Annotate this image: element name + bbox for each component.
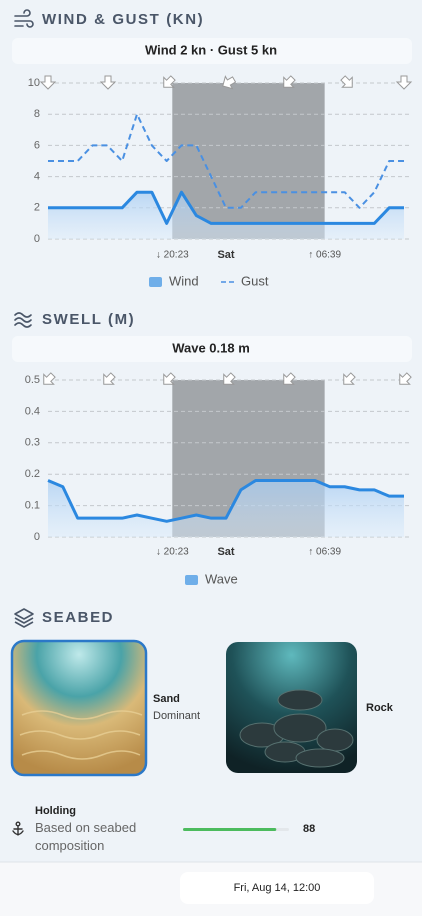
y-tick-label: 0.4	[25, 405, 40, 417]
arrow-shape	[223, 372, 236, 385]
arrow-shape	[399, 372, 412, 385]
arrow-shape	[283, 75, 296, 88]
arrow-shape	[222, 75, 237, 90]
wind-icon	[14, 9, 34, 28]
section-title: SWELL (M)	[42, 311, 135, 328]
y-tick-label: 10	[28, 77, 40, 89]
y-tick-label: 0.2	[25, 468, 40, 480]
y-tick-label: 0.5	[25, 374, 40, 386]
y-tick-label: 0.1	[25, 500, 40, 512]
direction-arrow	[99, 75, 117, 90]
direction-arrow	[163, 372, 176, 385]
footer-date: Fri, Aug 14, 12:00	[234, 882, 321, 894]
section-title: SEABED	[42, 609, 114, 626]
direction-arrow	[223, 372, 236, 385]
x-tick-label: ↓ 20:23	[156, 250, 189, 261]
direction-arrow	[43, 372, 56, 385]
summary-box	[12, 38, 412, 64]
direction-arrow	[395, 75, 413, 90]
holding-bar	[183, 828, 277, 831]
direction-arrow	[283, 372, 296, 385]
arrow-shape	[340, 75, 353, 88]
date-pill[interactable]	[180, 872, 374, 904]
direction-arrow	[222, 75, 237, 90]
legend-swatch	[149, 277, 162, 287]
night-shade	[172, 83, 325, 239]
summary-box	[12, 336, 412, 362]
direction-arrow	[343, 372, 356, 385]
legend-label: Wind	[169, 273, 199, 288]
y-tick-label: 4	[34, 171, 40, 183]
arrow-shape	[163, 75, 176, 88]
seabed-name: Sand	[153, 693, 180, 705]
arrow-shape	[395, 75, 413, 90]
sand-image[interactable]	[10, 639, 148, 777]
sand-ripples	[19, 710, 143, 760]
x-tick-label: Sat	[217, 546, 234, 558]
legend-label: Wave	[205, 571, 238, 586]
direction-arrow	[163, 75, 176, 88]
x-tick-label: ↑ 06:39	[308, 250, 341, 261]
y-tick-label: 0	[34, 531, 40, 543]
y-tick-label: 6	[34, 139, 40, 151]
layers-icon	[14, 608, 34, 628]
area	[48, 192, 404, 239]
x-tick-label: ↓ 20:23	[156, 547, 189, 558]
arrow-shape	[163, 372, 176, 385]
direction-arrow	[283, 75, 296, 88]
arrow-shape	[343, 372, 356, 385]
x-tick-label: Sat	[217, 249, 234, 261]
line	[48, 190, 404, 225]
summary: Wind 2 kn · Gust 5 kn	[145, 42, 277, 57]
arrow-shape	[99, 75, 117, 90]
direction-arrow	[399, 372, 412, 385]
y-tick-label: 8	[34, 108, 40, 120]
rocks	[239, 689, 354, 768]
seabed-name: Rock	[366, 702, 394, 714]
holding-note: Based on seabed composition	[35, 820, 137, 853]
section-title: WIND & GUST (KN)	[42, 11, 204, 28]
anchor-icon	[12, 821, 24, 836]
direction-arrow	[340, 75, 353, 88]
summary: Wave 0.18 m	[172, 340, 250, 355]
line	[48, 113, 404, 209]
area	[48, 480, 404, 537]
legend-swatch	[185, 575, 198, 585]
x-tick-label: ↑ 06:39	[308, 547, 341, 558]
y-tick-label: 2	[34, 202, 40, 214]
direction-arrow	[103, 372, 116, 385]
seabed-note: Dominant	[153, 710, 200, 722]
y-tick-label: 0.3	[25, 437, 40, 449]
holding-title: Holding	[35, 805, 76, 817]
direction-arrow	[39, 75, 57, 90]
arrow-shape	[103, 372, 116, 385]
arrow-shape	[43, 372, 56, 385]
line	[47, 478, 404, 523]
holding-note-box: Based on seabed composition	[35, 820, 137, 853]
waves-icon	[14, 312, 32, 328]
legend-label: Gust	[241, 273, 269, 288]
arrow-shape	[283, 372, 296, 385]
y-tick-label: 0	[34, 233, 40, 245]
holding-value: 88	[303, 823, 315, 835]
arrow-shape	[39, 75, 57, 90]
